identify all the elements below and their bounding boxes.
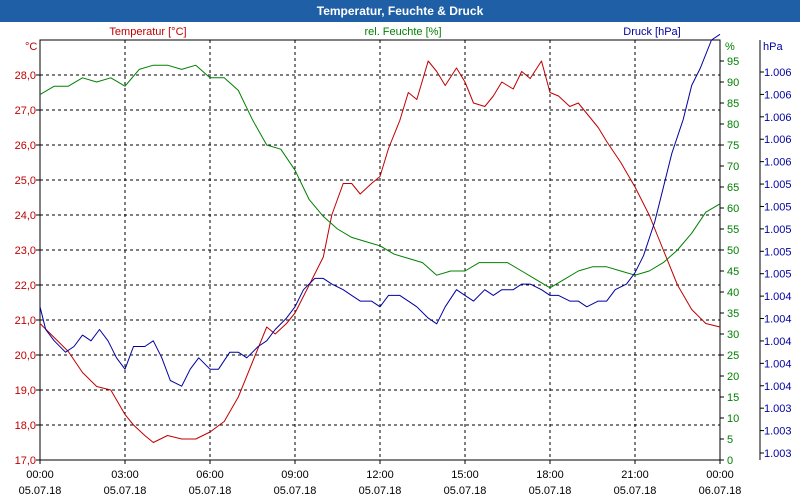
pressure-unit: hPa	[763, 41, 783, 53]
temperature-axis: 17,0 18,0 19,0 20,0 21,0 22,0 23,0 24,0 25,0 26,0…	[15, 70, 40, 467]
x-tick-date: 05.07.18	[19, 485, 62, 497]
x-tick-time: 06:00	[196, 469, 224, 481]
x-tick-date: 05.07.18	[274, 485, 317, 497]
x-tick-time: 00:00	[706, 469, 734, 481]
humidity-tick-label: 85	[727, 98, 739, 110]
humidity-tick-label: 20	[727, 371, 739, 383]
series-pressure-line	[39, 33, 721, 387]
x-tick-time: 00:00	[26, 469, 54, 481]
temperature-tick-label: 22,0	[15, 280, 36, 292]
pressure-tick-label: 1.005	[764, 224, 792, 236]
pressure-tick-label: 1.006	[764, 67, 792, 79]
x-tick-time: 12:00	[366, 469, 394, 481]
temperature-tick-label: 25,0	[15, 175, 36, 187]
humidity-tick-label: 40	[727, 287, 739, 299]
temperature-tick-label: 18,0	[15, 420, 36, 432]
humidity-tick-label: 90	[727, 77, 739, 89]
chart-title: Temperatur, Feuchte & Druck	[0, 0, 800, 22]
humidity-tick-label: 80	[727, 119, 739, 131]
pressure-tick-label: 1.006	[764, 89, 792, 101]
humidity-tick-label: 50	[727, 245, 739, 257]
temperature-tick-label: 23,0	[15, 245, 36, 257]
x-tick-time: 15:00	[451, 469, 479, 481]
x-tick-time: 18:00	[536, 469, 564, 481]
pressure-tick-label: 1.004	[764, 291, 792, 303]
series-layer	[39, 33, 721, 443]
series-temperature-line	[39, 60, 721, 443]
x-tick-time: 21:00	[621, 469, 649, 481]
humidity-tick-label: 30	[727, 329, 739, 341]
temperature-tick-label: 20,0	[15, 350, 36, 362]
temperature-tick-label: 21,0	[15, 315, 36, 327]
pressure-tick-label: 1.006	[764, 157, 792, 169]
x-tick-time: 09:00	[281, 469, 309, 481]
pressure-tick-label: 1.004	[764, 336, 792, 348]
pressure-tick-label: 1.006	[764, 112, 792, 124]
pressure-tick-label: 1.004	[764, 381, 792, 393]
humidity-axis: 0 5 10 15 20 25 30 35 40 45 50 55 60 65 70 75 80 85 90 95	[720, 56, 739, 467]
pressure-tick-label: 1.005	[764, 269, 792, 281]
temperature-tick-label: 28,0	[15, 70, 36, 82]
humidity-unit: %	[725, 41, 735, 53]
temperature-tick-label: 19,0	[15, 385, 36, 397]
temperature-tick-label: 24,0	[15, 210, 36, 222]
temperature-tick-label: 27,0	[15, 105, 36, 117]
temperature-unit: °C	[25, 41, 37, 53]
humidity-tick-label: 15	[727, 392, 739, 404]
pressure-axis: 1.003 1.003 1.003 1.004 1.004 1.004 1.004 1.004…	[759, 40, 792, 460]
humidity-tick-label: 25	[727, 350, 739, 362]
humidity-tick-label: 70	[727, 161, 739, 173]
pressure-tick-label: 1.003	[764, 403, 792, 415]
humidity-tick-label: 55	[727, 224, 739, 236]
pressure-tick-label: 1.003	[764, 426, 792, 438]
humidity-tick-label: 75	[727, 140, 739, 152]
x-tick-date: 05.07.18	[444, 485, 487, 497]
pressure-tick-label: 1.004	[764, 314, 792, 326]
x-tick-date: 05.07.18	[529, 485, 572, 497]
pressure-tick-label: 1.006	[764, 134, 792, 146]
humidity-tick-label: 60	[727, 203, 739, 215]
grid	[40, 40, 720, 460]
humidity-tick-label: 45	[727, 266, 739, 278]
x-tick-date: 05.07.18	[104, 485, 147, 497]
humidity-tick-label: 10	[727, 413, 739, 425]
x-tick-date: 05.07.18	[189, 485, 232, 497]
x-tick-date: 06.07.18	[699, 485, 742, 497]
x-tick-time: 03:00	[111, 469, 139, 481]
humidity-axis-label: rel. Feuchte [%]	[364, 26, 441, 38]
temperature-tick-label: 17,0	[15, 455, 36, 467]
pressure-tick-label: 1.005	[764, 246, 792, 258]
pressure-axis-label: Druck [hPa]	[623, 26, 680, 38]
humidity-tick-label: 95	[727, 56, 739, 68]
x-axis: 00:00 05.07.18 03:00 05.07.18 06:00 05.07.18 0…	[19, 460, 742, 497]
humidity-tick-label: 65	[727, 182, 739, 194]
temperature-tick-label: 26,0	[15, 140, 36, 152]
x-tick-date: 05.07.18	[614, 485, 657, 497]
humidity-tick-label: 5	[727, 434, 733, 446]
humidity-tick-label: 35	[727, 308, 739, 320]
humidity-tick-label: 0	[727, 455, 733, 467]
pressure-tick-label: 1.005	[764, 201, 792, 213]
series-humidity-line	[39, 64, 721, 289]
temperature-axis-label: Temperatur [°C]	[109, 26, 186, 38]
pressure-tick-label: 1.004	[764, 358, 792, 370]
x-tick-date: 05.07.18	[359, 485, 402, 497]
pressure-tick-label: 1.003	[764, 448, 792, 460]
pressure-tick-label: 1.005	[764, 179, 792, 191]
